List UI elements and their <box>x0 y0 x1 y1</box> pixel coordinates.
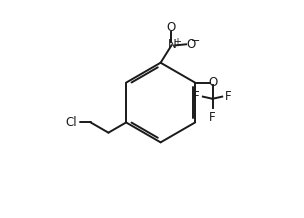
Text: O: O <box>167 21 176 34</box>
Text: Cl: Cl <box>66 116 78 129</box>
Text: F: F <box>209 111 216 124</box>
Text: +: + <box>173 36 181 46</box>
Text: F: F <box>193 90 200 103</box>
Text: −: − <box>191 36 200 46</box>
Text: O: O <box>186 38 195 51</box>
Text: O: O <box>208 76 217 89</box>
Text: F: F <box>225 90 232 103</box>
Text: N: N <box>168 38 177 51</box>
